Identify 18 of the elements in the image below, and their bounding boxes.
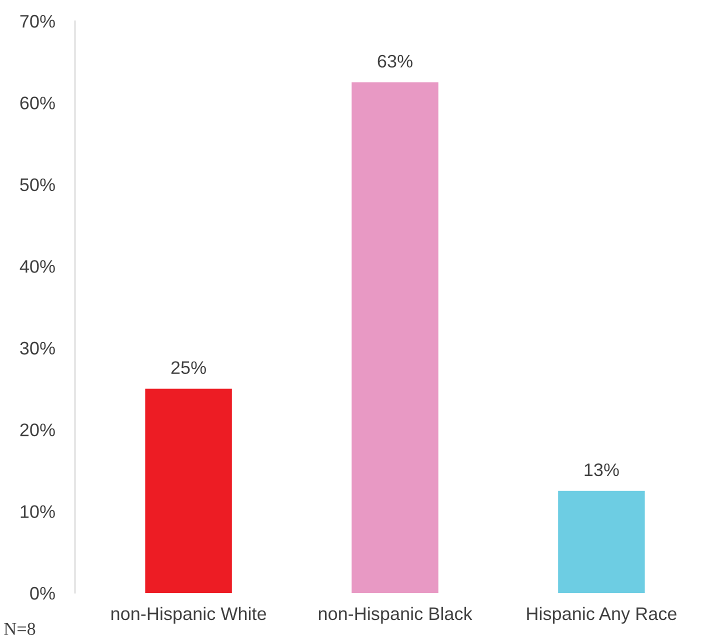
x-tick-label: non-Hispanic White — [111, 606, 266, 624]
y-tick-label: 10% — [20, 505, 55, 518]
x-tick-label: non-Hispanic Black — [318, 606, 472, 624]
y-tick-label: 40% — [20, 260, 55, 273]
y-tick-label: 30% — [20, 342, 55, 355]
y-tick-label: 70% — [20, 14, 55, 28]
y-tick-label: 50% — [20, 178, 55, 192]
data-label: 13% — [584, 463, 619, 476]
x-tick-label: Hispanic Any Race — [527, 606, 676, 624]
y-tick-label: 60% — [20, 96, 55, 110]
bar — [145, 388, 232, 593]
y-tick-label: 0% — [30, 586, 55, 600]
bar — [352, 82, 438, 593]
y-tick-label: 20% — [20, 424, 55, 436]
text: N=8 — [4, 622, 36, 635]
data-label: 25% — [171, 361, 206, 374]
bar — [558, 490, 645, 593]
data-label: 63% — [378, 54, 412, 68]
